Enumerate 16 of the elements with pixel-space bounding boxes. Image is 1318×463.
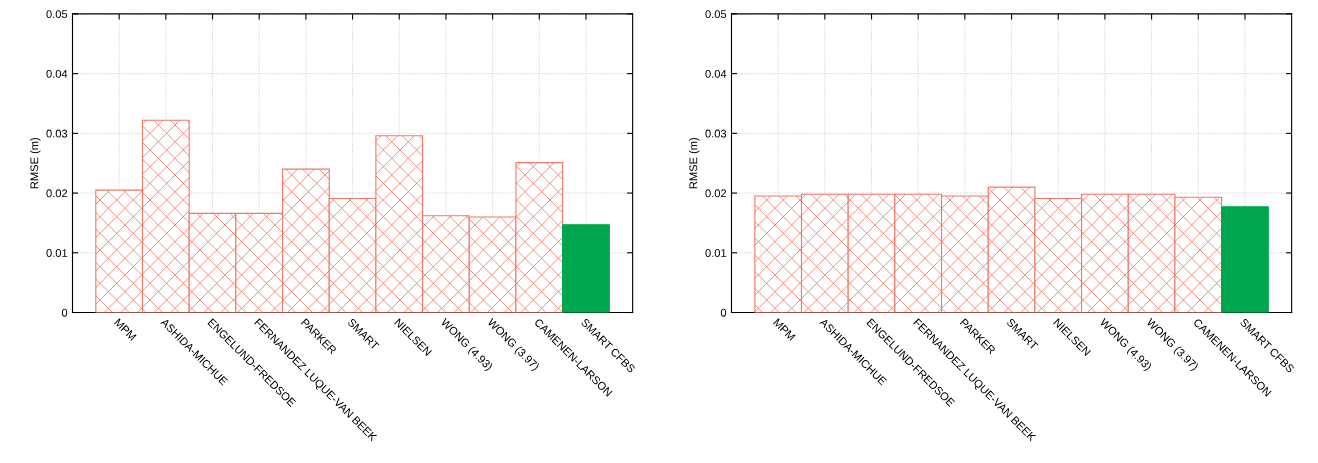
- y-tick-label: 0.01: [705, 249, 727, 257]
- bar: [562, 224, 610, 313]
- y-tick-label: 0.02: [46, 189, 68, 198]
- y-axis-title: RMSE (m): [689, 137, 700, 189]
- y-tick-label: 0.04: [705, 69, 727, 78]
- y-axis-title: RMSE (m): [30, 137, 41, 189]
- y-tick-label: 0: [61, 308, 68, 317]
- y-tick-label: 0: [720, 308, 727, 317]
- y-tick-label: 0.03: [705, 129, 727, 138]
- y-tick-label: 0.04: [46, 69, 68, 78]
- y-tick-label: 0.03: [46, 129, 68, 138]
- y-tick-label: 0.01: [46, 249, 68, 257]
- y-tick-label: 0.05: [46, 10, 68, 19]
- bar: [1221, 206, 1269, 313]
- y-tick-label: 0.05: [705, 10, 727, 19]
- y-tick-label: 0.02: [705, 189, 727, 198]
